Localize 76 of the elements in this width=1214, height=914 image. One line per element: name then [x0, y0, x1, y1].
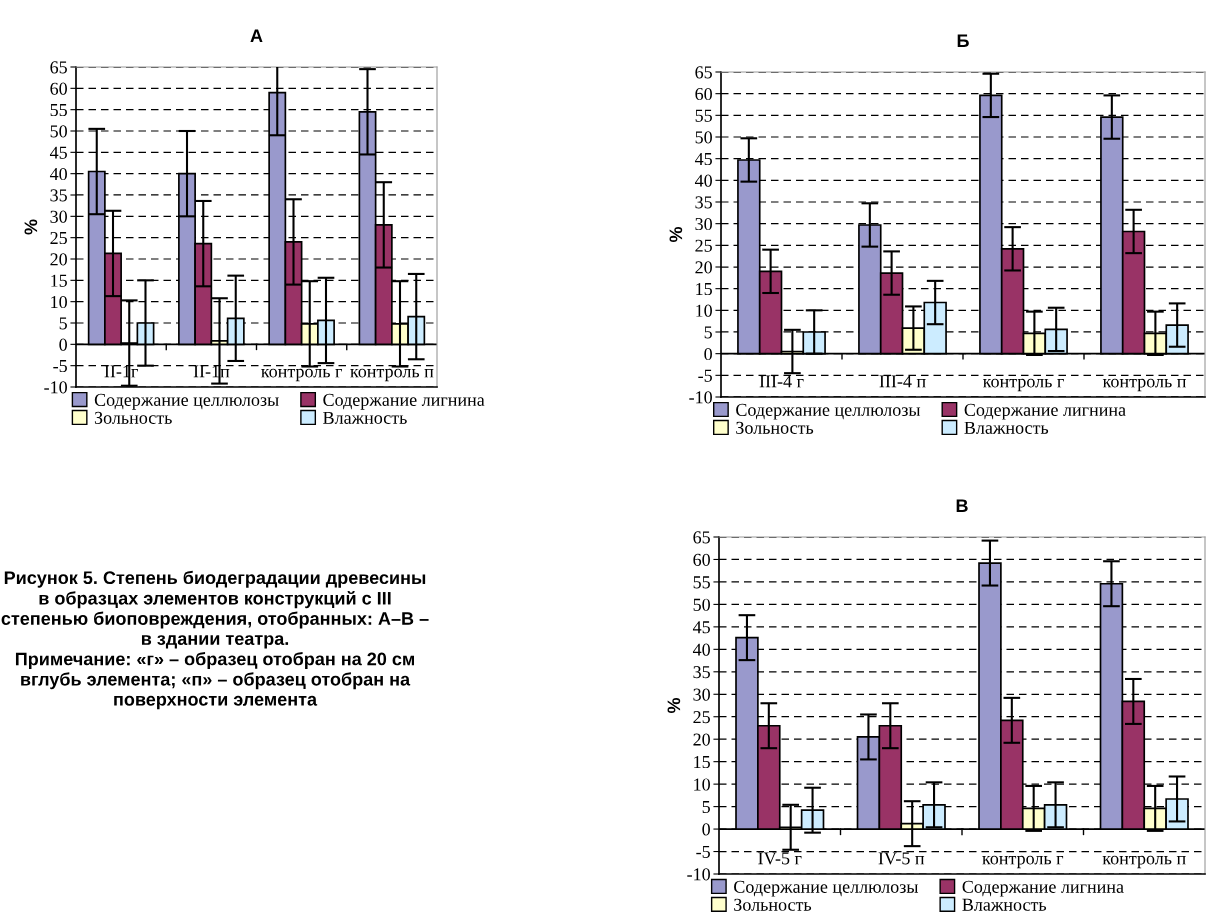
y-tick-label: 30	[695, 217, 712, 231]
y-axis-title: %	[667, 697, 681, 714]
y-tick-label: 60	[50, 82, 67, 95]
x-tick-label: контроль г	[261, 368, 342, 382]
legend-label: Зольность	[736, 421, 814, 434]
y-tick-label: 55	[693, 576, 710, 589]
x-tick-label: III-4 п	[879, 375, 926, 388]
legend-label: Влажность	[962, 898, 1047, 911]
y-tick-label: 5	[702, 801, 710, 814]
y-tick-label: -10	[44, 381, 67, 394]
y-tick-label: 40	[49, 167, 67, 181]
y-tick-label: 45	[49, 146, 67, 159]
chart-title: В	[956, 499, 968, 512]
y-tick-label: -10	[687, 868, 710, 881]
y-tick-label: 50	[693, 598, 710, 611]
y-tick-label: 20	[50, 253, 67, 266]
y-tick-label: 60	[695, 87, 712, 101]
legend-label: Содержание целлюлозы	[94, 393, 279, 410]
y-tick-label: 35	[693, 666, 710, 679]
y-tick-label: 50	[695, 131, 712, 144]
y-tick-label: 20	[693, 733, 710, 746]
legend-label: Содержание целлюлозы	[734, 880, 919, 897]
y-tick-label: 35	[50, 189, 67, 202]
x-tick-label: контроль г	[982, 855, 1064, 869]
chart-title: Б	[957, 34, 969, 47]
legend-label: Зольность	[734, 898, 812, 911]
y-tick-label: 45	[694, 153, 712, 166]
y-tick-label: -5	[698, 369, 712, 382]
y-axis-title: %	[24, 219, 38, 235]
y-tick-label: 5	[59, 317, 67, 330]
y-tick-label: 25	[695, 239, 712, 252]
y-tick-label: 0	[704, 347, 712, 361]
legend-label: Зольность	[94, 411, 172, 424]
y-axis-title: %	[669, 226, 683, 243]
y-tick-label: 55	[695, 109, 712, 122]
x-tick-label: контроль п	[1102, 855, 1186, 869]
y-tick-label: 25	[693, 711, 710, 724]
y-tick-label: 35	[695, 196, 712, 209]
y-tick-label: 65	[693, 531, 710, 544]
y-tick-label: 45	[692, 621, 710, 634]
x-tick-label: контроль п	[1102, 378, 1187, 392]
y-tick-label: -5	[696, 845, 710, 858]
y-tick-label: 40	[692, 643, 710, 656]
y-tick-label: 25	[50, 231, 67, 245]
y-tick-label: 40	[694, 174, 712, 187]
y-tick-label: 10	[51, 295, 67, 309]
y-tick-label: -5	[53, 360, 67, 373]
y-tick-label: 20	[695, 261, 712, 274]
chart-title: А	[250, 29, 263, 42]
y-tick-label: 65	[695, 66, 712, 79]
y-tick-label: 30	[50, 210, 67, 223]
x-tick-label: IV-5 п	[878, 852, 925, 865]
legend-label: Содержание лигнина	[962, 880, 1124, 897]
y-tick-label: 5	[704, 326, 712, 339]
y-tick-label: 55	[50, 104, 67, 117]
x-tick-label: контроль г	[983, 378, 1064, 392]
y-tick-label: -10	[689, 391, 712, 404]
legend-label: Влажность	[964, 421, 1049, 434]
y-tick-label: 50	[50, 125, 67, 138]
y-tick-label: 30	[693, 688, 710, 701]
legend-label: Влажность	[323, 411, 407, 424]
y-tick-label: 10	[694, 778, 710, 791]
y-tick-label: 60	[693, 553, 710, 566]
y-tick-label: 15	[696, 283, 712, 296]
x-tick-label: контроль п	[350, 368, 434, 382]
legend-label: Содержание лигнина	[323, 393, 485, 410]
y-tick-label: 15	[51, 274, 67, 287]
x-tick-label: IV-5 г	[758, 852, 802, 865]
y-tick-label: 0	[59, 338, 67, 351]
text: Рисунок 5. Степень биодеградации древесины в образцах элементов конструкций с III степенью биоповреждения, отобранных: А–В – в здании театра. Примечание: «г» – образец отобран на 20 см вглубь элемента; «п» – образец отобран на поверхности элемента	[1, 570, 429, 710]
y-tick-label: 15	[694, 756, 710, 769]
y-tick-label: 65	[50, 61, 67, 74]
legend-label: Содержание целлюлозы	[736, 403, 921, 420]
y-tick-label: 0	[702, 823, 710, 836]
legend-label: Содержание лигнина	[964, 403, 1126, 420]
y-tick-label: 10	[696, 304, 712, 317]
